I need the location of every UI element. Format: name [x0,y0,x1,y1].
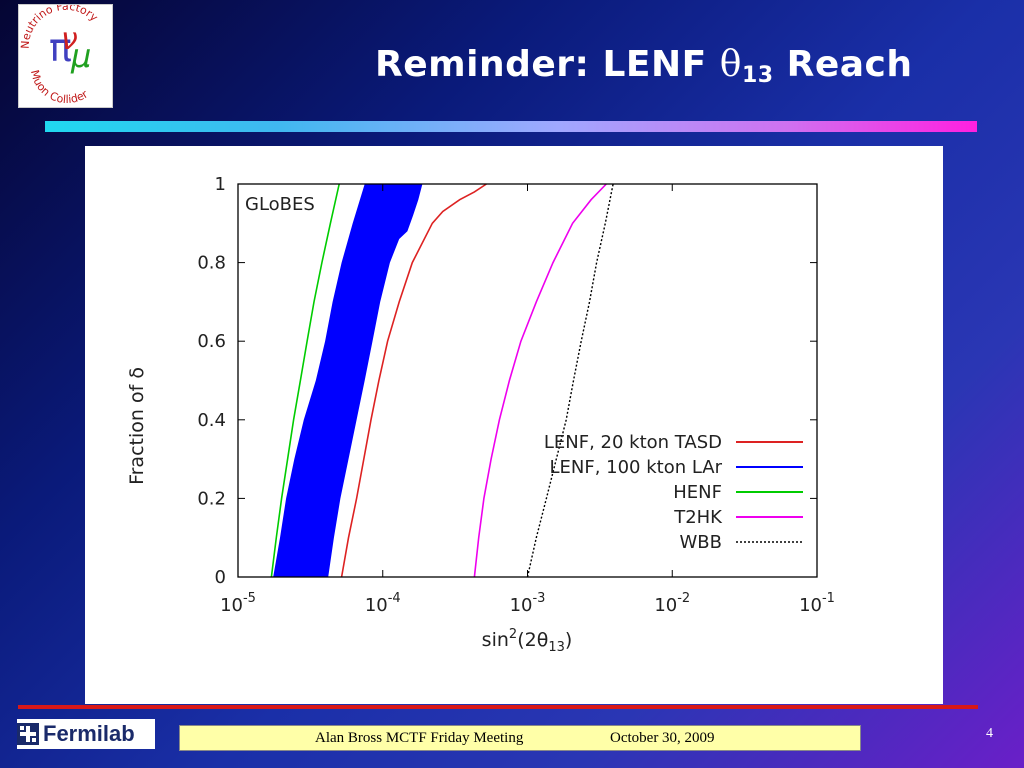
series-line-lenf-20-kton-tasd [340,183,487,578]
title-divider [45,121,977,132]
footer-divider [18,705,978,709]
y-tick-label: 0.8 [197,253,226,274]
legend-label-lenf-20-kton-tasd: LENF, 20 kton TASD [544,432,722,453]
legend-label-lenf-100-kton-lar: LENF, 100 kton LAr [549,457,722,478]
footer-date: October 30, 2009 [610,730,715,746]
fermilab-mark-icon [17,723,39,745]
footer-author-meeting: Alan Bross MCTF Friday Meeting [315,730,524,746]
y-tick-label: 0 [215,567,226,588]
footer-bar: Alan Bross MCTF Friday Meeting October 3… [179,725,861,751]
logo-graphic: Neutrino Factory Muon Collider π ν μ [19,0,101,106]
reach-chart: 0 0.2 0.4 0.6 0.8 1 10-5 10-4 10-3 10-2 10-1 GLoBE… [126,174,835,655]
y-axis-label: Fraction of δ [126,367,148,485]
fermilab-wordmark: Fermilab [43,721,135,746]
legend-label-t2hk: T2HK [673,507,723,528]
chart-panel: 0 0.2 0.4 0.6 0.8 1 10-5 10-4 10-3 10-2 10-1 GLoBE… [85,146,943,704]
page-number: 4 [986,726,993,741]
neutrino-factory-logo: Neutrino Factory Muon Collider π ν μ [18,0,113,108]
y-tick-label: 0.2 [197,488,226,509]
x-tick-label: 10-3 [510,591,546,616]
legend-label-wbb: WBB [680,532,723,553]
slide-title: Reminder: LENF θ13 Reach [375,44,913,88]
x-tick-label: 10-2 [654,591,690,616]
logo-pi-glyph: π [49,26,72,70]
series-line-t2hk [473,183,607,578]
logo-mu-glyph: μ [70,37,91,75]
y-tick-label: 0.4 [197,410,226,431]
series-line-wbb [526,183,614,578]
y-tick-label: 1 [215,174,226,195]
x-tick-label: 10-5 [220,591,256,616]
series-line-henf [270,183,340,578]
x-tick-label: 10-4 [365,591,401,616]
legend: LENF, 20 kton TASD LENF, 100 kton LAr HENF… [544,432,803,553]
series-layer [270,183,614,578]
fermilab-logo: Fermilab [17,719,155,749]
legend-label-henf: HENF [673,482,722,503]
x-axis-label: sin2(2θ13) [482,627,573,655]
logo-nu-glyph: ν [61,22,78,57]
axis-ticks: 0 0.2 0.4 0.6 0.8 1 10-5 10-4 10-3 10-2 10-1 [197,174,835,616]
x-tick-label: 10-1 [799,591,835,616]
series-band-lenf-100-kton-lar [273,184,423,577]
globes-watermark: GLoBES [245,194,315,215]
y-tick-label: 0.6 [197,331,226,352]
